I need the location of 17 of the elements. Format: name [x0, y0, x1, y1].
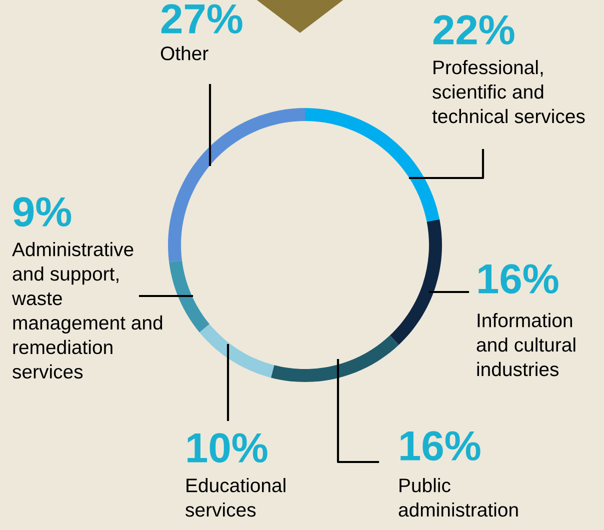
data-label: 16% [400, 431, 480, 461]
slice-label: Information and cultural industries [476, 313, 576, 376]
slice-label: Public administration [398, 478, 518, 517]
data-label: 10% [188, 433, 268, 463]
slice-label: Administrative and support, waste management and remediation services [12, 242, 162, 379]
donut-slice [390, 219, 442, 345]
data-label: 22% [433, 15, 514, 45]
data-label: 27% [161, 4, 242, 34]
donut-slice [169, 260, 210, 332]
slice-label: Other [160, 46, 208, 60]
slice-label: Professional, scientific and technical services [432, 60, 585, 124]
data-label: 16% [478, 264, 558, 294]
donut-slice [168, 108, 305, 262]
slice-label: Educational services [186, 478, 286, 517]
donut-slice [199, 324, 274, 378]
data-label: 9% [13, 197, 72, 227]
donut-slice [270, 335, 399, 382]
